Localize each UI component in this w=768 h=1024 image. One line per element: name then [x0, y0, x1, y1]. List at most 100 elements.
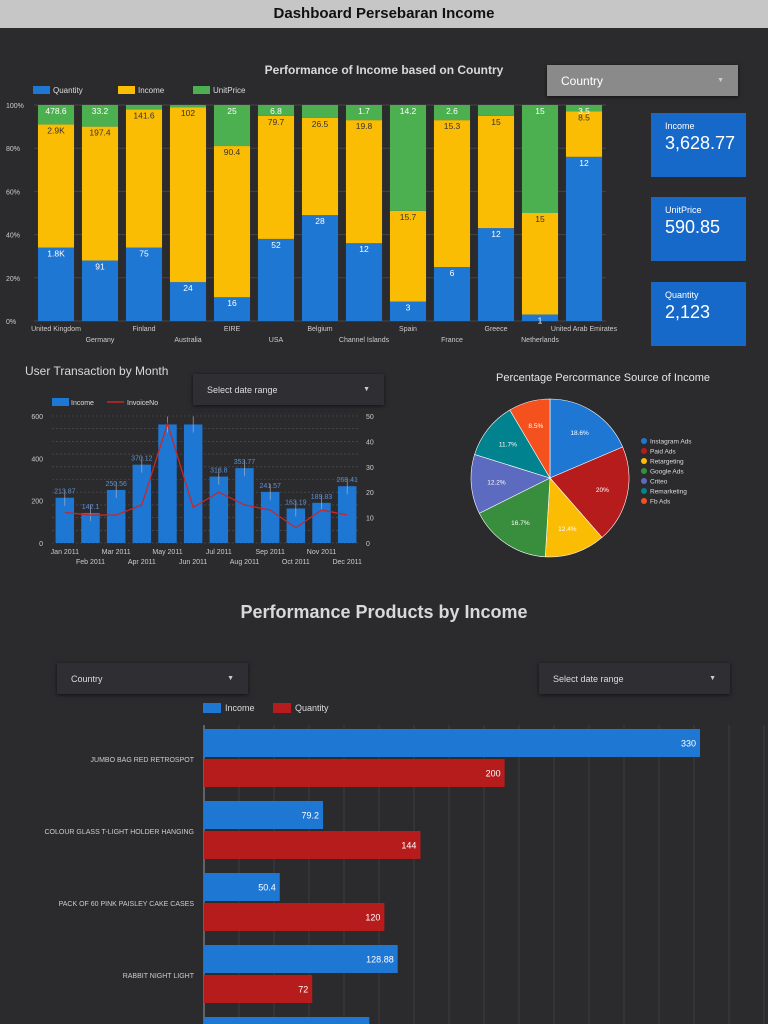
bar-segment: [389, 210, 427, 302]
pie-data-label: 8.5%: [528, 423, 543, 430]
legend-label: Quantity: [53, 86, 83, 95]
bar-segment: [37, 105, 75, 125]
bar-segment: [433, 120, 471, 268]
bar-data-label: 213.87: [54, 489, 76, 496]
legend-label: Income: [225, 703, 255, 713]
bar: [204, 945, 398, 973]
bar-data-label: 15.7: [400, 212, 417, 222]
date-range-label: Select date range: [553, 673, 624, 684]
bar-data-label: 128.88: [366, 955, 394, 965]
y-tick-label: 80%: [6, 146, 20, 153]
bar-segment: [37, 247, 75, 321]
bar-data-label: 12: [579, 158, 589, 168]
date-range-label: Select date range: [207, 384, 278, 395]
kpi-quantity: Quantity 2,123: [651, 282, 746, 346]
bar-segment: [81, 260, 119, 321]
chart-title: User Transaction by Month: [25, 364, 168, 378]
bar: [183, 424, 203, 543]
bar: [158, 424, 177, 543]
pie-data-label: 12.2%: [487, 479, 506, 486]
legend-label: Google Ads: [650, 469, 684, 476]
bar-data-label: 241.57: [259, 483, 281, 490]
bar-data-label: 102: [181, 108, 195, 118]
chevron-down-icon: ▼: [717, 77, 724, 84]
y-category-label: PACK OF 60 PINK PAISLEY CAKE CASES: [59, 901, 195, 908]
pie-slice: [544, 477, 603, 558]
legend-dot: [641, 478, 647, 484]
legend-swatch: [203, 703, 221, 713]
bar-data-label: 25: [227, 106, 237, 116]
pie-slice: [470, 454, 551, 514]
x-tick-label: May 2011: [152, 549, 182, 556]
x-tick-label: France: [441, 337, 463, 344]
bar-segment: [257, 238, 295, 321]
bar: [204, 1017, 370, 1024]
x-tick-label: United Arab Emirates: [551, 326, 618, 333]
legend-label: Fb Ads: [650, 499, 671, 506]
bar: [106, 489, 126, 543]
bar-segment: [345, 243, 383, 321]
bar: [55, 497, 75, 543]
x-tick-label: Aug 2011: [230, 559, 260, 566]
country-income-chart: Performance of Income based on Country Qu…: [6, 63, 618, 344]
date-range-filter-mid[interactable]: Select date range ▼: [193, 374, 384, 405]
bar-data-label: 12: [491, 229, 501, 239]
bar-data-label: 90.4: [224, 147, 241, 157]
bar-data-label: 15: [535, 106, 545, 116]
kpi-value: 2,123: [665, 302, 711, 322]
country-filter-top[interactable]: Country ▼: [547, 65, 738, 96]
y-tick-label: 40%: [6, 233, 20, 240]
bar-data-label: 3: [406, 303, 411, 313]
bar: [204, 975, 313, 1003]
chart-title: Performance of Income based on Country: [265, 63, 504, 77]
x-tick-label: Channel Islands: [339, 337, 390, 344]
country-filter-bottom[interactable]: Country ▼: [57, 663, 248, 694]
bar-data-label: 91: [95, 262, 105, 272]
y2-tick-label: 10: [366, 516, 374, 523]
bar-segment: [565, 105, 603, 112]
bar-data-label: 33.2: [92, 106, 109, 116]
bar-data-label: 1.7: [358, 106, 370, 116]
y-tick-label: 600: [31, 414, 43, 421]
bar-data-label: 19.8: [356, 121, 373, 131]
x-tick-label: Sep 2011: [255, 549, 285, 556]
bar-segment: [257, 115, 295, 239]
x-tick-label: Oct 2011: [282, 559, 310, 566]
legend-label: Criteo: [650, 479, 668, 486]
bar-data-label: 15: [535, 214, 545, 224]
bar-data-label: 2.6: [446, 106, 458, 116]
bar-data-label: 28: [315, 216, 325, 226]
bar-data-label: 12: [359, 244, 369, 254]
x-tick-label: USA: [269, 337, 284, 344]
x-tick-label: Finland: [133, 326, 156, 333]
bar-segment: [301, 215, 339, 321]
bar-data-label: 79.2: [302, 811, 320, 821]
legend-swatch: [33, 86, 50, 94]
bar-segment: [477, 228, 515, 321]
legend-dot: [641, 468, 647, 474]
chart-title: Percentage Percormance Source of Income: [496, 372, 710, 384]
bar-data-label: 26.5: [312, 119, 329, 129]
bar-data-label: 313.8: [210, 468, 228, 475]
y-category-label: JUMBO BAG RED RETROSPOT: [91, 757, 195, 764]
legend-label: Paid Ads: [650, 449, 676, 456]
x-tick-label: Greece: [485, 326, 508, 333]
legend-label: InvoiceNo: [127, 400, 158, 407]
kpi-label: UnitPrice: [665, 205, 702, 215]
y-tick-label: 400: [31, 456, 43, 463]
kpi-label: Income: [665, 121, 695, 131]
bar-data-label: 2.9K: [47, 125, 65, 135]
y-tick-label: 100%: [6, 103, 24, 110]
invoice-line: [64, 421, 348, 529]
y-tick-label: 0: [39, 541, 43, 548]
bar-segment: [565, 156, 603, 321]
bar-segment: [477, 115, 515, 229]
pie-data-label: 18.6%: [570, 430, 589, 437]
bar-data-label: 75: [139, 249, 149, 259]
bar: [260, 491, 280, 543]
date-range-filter-bottom[interactable]: Select date range ▼: [539, 663, 730, 694]
legend-dot: [641, 498, 647, 504]
bar-segment: [81, 126, 119, 261]
bar-data-label: 79.7: [268, 117, 285, 127]
bar-data-label: 3.5: [578, 106, 590, 116]
